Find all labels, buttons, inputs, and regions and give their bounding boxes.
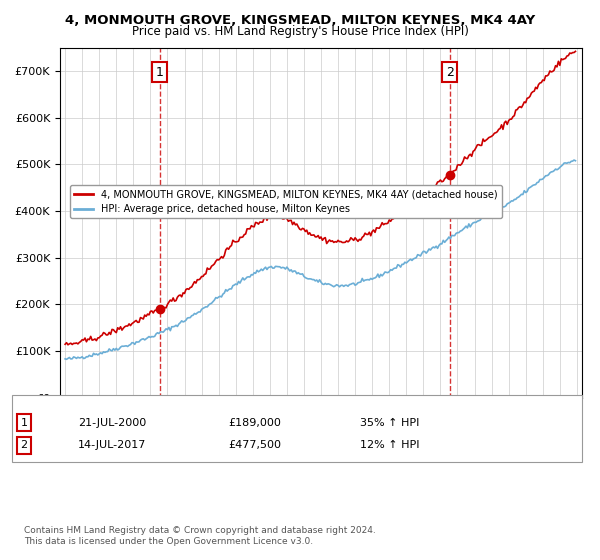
Text: 1: 1 [20,418,28,428]
Text: 4, MONMOUTH GROVE, KINGSMEAD, MILTON KEYNES, MK4 4AY: 4, MONMOUTH GROVE, KINGSMEAD, MILTON KEY… [65,14,535,27]
Text: 2: 2 [446,66,454,78]
Text: £477,500: £477,500 [228,440,281,450]
Text: 14-JUL-2017: 14-JUL-2017 [78,440,146,450]
Text: 14-JUL-2017: 14-JUL-2017 [78,440,146,450]
Text: £189,000: £189,000 [228,418,281,428]
Legend: 4, MONMOUTH GROVE, KINGSMEAD, MILTON KEYNES, MK4 4AY (detached house), HPI: Aver: 4, MONMOUTH GROVE, KINGSMEAD, MILTON KEY… [70,185,502,218]
Text: £189,000: £189,000 [228,418,281,428]
Text: 12% ↑ HPI: 12% ↑ HPI [360,440,419,450]
Text: 2: 2 [20,440,28,450]
Text: Contains HM Land Registry data © Crown copyright and database right 2024.
This d: Contains HM Land Registry data © Crown c… [24,526,376,546]
Text: 1: 1 [20,418,28,428]
Text: 2: 2 [20,440,28,450]
Text: Price paid vs. HM Land Registry's House Price Index (HPI): Price paid vs. HM Land Registry's House … [131,25,469,38]
Text: 1: 1 [156,66,164,78]
Text: 12% ↑ HPI: 12% ↑ HPI [360,440,419,450]
Text: 21-JUL-2000: 21-JUL-2000 [78,418,146,428]
Text: £477,500: £477,500 [228,440,281,450]
Text: 35% ↑ HPI: 35% ↑ HPI [360,418,419,428]
Text: 21-JUL-2000: 21-JUL-2000 [78,418,146,428]
Text: 35% ↑ HPI: 35% ↑ HPI [360,418,419,428]
